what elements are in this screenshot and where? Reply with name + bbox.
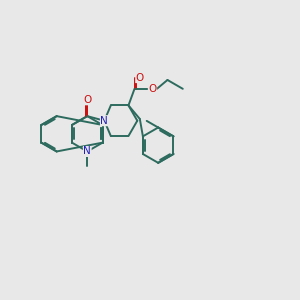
- Text: O: O: [83, 94, 92, 105]
- Text: N: N: [100, 116, 108, 126]
- Text: O: O: [136, 73, 144, 82]
- Text: O: O: [148, 83, 157, 94]
- Text: N: N: [83, 146, 91, 157]
- Text: O: O: [83, 94, 92, 105]
